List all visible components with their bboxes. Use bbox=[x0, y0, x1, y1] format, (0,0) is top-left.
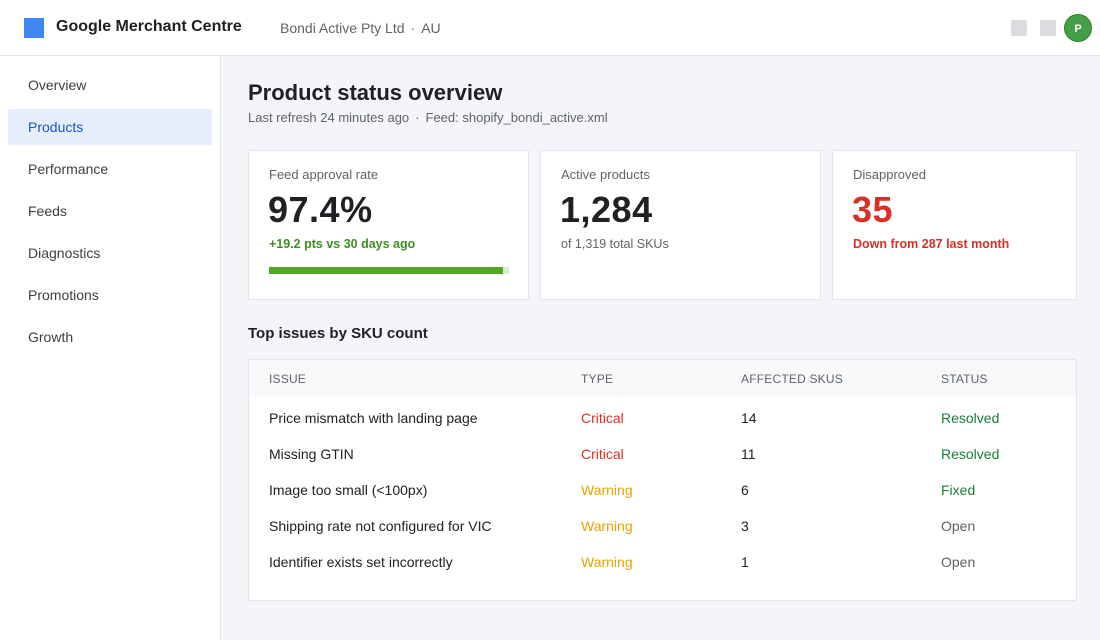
issue-type: Warning bbox=[581, 554, 633, 570]
active-products-card: Active products 1,284 of 1,319 total SKU… bbox=[540, 150, 821, 300]
column-header-issue[interactable]: ISSUE bbox=[269, 372, 307, 386]
issue-status: Open bbox=[941, 518, 976, 534]
table-row[interactable]: Identifier exists set incorrectly Warnin… bbox=[249, 543, 1076, 579]
issue-name: Missing GTIN bbox=[269, 446, 354, 462]
top-bar: Google Merchant Centre Bondi Active Pty … bbox=[0, 0, 1100, 56]
section-title: Top issues by SKU count bbox=[248, 325, 428, 342]
sidebar: Overview Products Performance Feeds Diag… bbox=[0, 56, 221, 640]
card-label: Disapproved bbox=[853, 167, 926, 182]
sidebar-item-feeds[interactable]: Feeds bbox=[28, 203, 67, 219]
affected-skus: 6 bbox=[741, 482, 749, 498]
card-trend: Down from 287 last month bbox=[853, 237, 1010, 251]
disapproved-card: Disapproved 35 Down from 287 last month bbox=[832, 150, 1077, 300]
issue-status: Resolved bbox=[941, 446, 1000, 462]
issue-name: Identifier exists set incorrectly bbox=[269, 554, 453, 570]
affected-skus: 3 bbox=[741, 518, 749, 534]
issue-type: Warning bbox=[581, 482, 633, 498]
app-title[interactable]: Google Merchant Centre bbox=[56, 18, 242, 35]
issue-name: Shipping rate not configured for VIC bbox=[269, 518, 492, 534]
approval-progress-fill bbox=[269, 267, 503, 274]
column-header-type[interactable]: TYPE bbox=[581, 372, 614, 386]
issue-status: Resolved bbox=[941, 410, 1000, 426]
sidebar-item-performance[interactable]: Performance bbox=[28, 161, 109, 177]
table-header: ISSUE TYPE AFFECTED SKUS STATUS bbox=[249, 360, 1076, 396]
issues-table: ISSUE TYPE AFFECTED SKUS STATUS Price mi… bbox=[248, 359, 1077, 601]
sidebar-item-products[interactable]: Products bbox=[8, 109, 212, 145]
issue-type: Critical bbox=[581, 410, 624, 426]
card-label: Feed approval rate bbox=[269, 167, 379, 182]
account-separator: · bbox=[410, 20, 416, 36]
card-value: 35 bbox=[852, 189, 894, 230]
avatar[interactable]: P bbox=[1064, 14, 1092, 42]
merchant-centre-logo-icon[interactable] bbox=[24, 18, 44, 38]
column-header-affected-skus[interactable]: AFFECTED SKUS bbox=[741, 372, 843, 386]
last-refresh-text: Last refresh 24 minutes ago bbox=[248, 110, 410, 125]
account-name: Bondi Active Pty Ltd bbox=[280, 20, 405, 36]
issue-type: Critical bbox=[581, 446, 624, 462]
affected-skus: 1 bbox=[741, 554, 749, 570]
sidebar-item-overview[interactable]: Overview bbox=[28, 77, 87, 93]
page-title: Product status overview bbox=[248, 80, 503, 105]
apps-icon[interactable] bbox=[1040, 20, 1056, 36]
column-header-status[interactable]: STATUS bbox=[941, 372, 988, 386]
issue-status: Open bbox=[941, 554, 976, 570]
affected-skus: 14 bbox=[741, 410, 757, 426]
card-note: of 1,319 total SKUs bbox=[561, 237, 669, 251]
affected-skus: 11 bbox=[741, 446, 756, 462]
card-label: Active products bbox=[561, 167, 650, 182]
subtitle-separator: · bbox=[415, 110, 420, 125]
account-switcher[interactable]: Bondi Active Pty Ltd · AU bbox=[280, 20, 441, 36]
issue-name: Price mismatch with landing page bbox=[269, 410, 478, 426]
sidebar-item-growth[interactable]: Growth bbox=[28, 329, 74, 345]
table-row[interactable]: Price mismatch with landing page Critica… bbox=[249, 399, 1076, 435]
table-row[interactable]: Image too small (<100px) Warning 6 Fixed bbox=[249, 471, 1076, 507]
help-icon[interactable] bbox=[1011, 20, 1027, 36]
issue-name: Image too small (<100px) bbox=[269, 482, 428, 498]
feed-name-text: Feed: shopify_bondi_active.xml bbox=[425, 110, 608, 125]
page-subtitle: Last refresh 24 minutes ago · Feed: shopif… bbox=[248, 110, 608, 125]
table-row[interactable]: Shipping rate not configured for VIC War… bbox=[249, 507, 1076, 543]
card-trend: +19.2 pts vs 30 days ago bbox=[269, 237, 416, 251]
issue-status: Fixed bbox=[941, 482, 976, 498]
sidebar-item-diagnostics[interactable]: Diagnostics bbox=[28, 245, 101, 261]
card-value: 1,284 bbox=[560, 189, 653, 230]
sidebar-item-promotions[interactable]: Promotions bbox=[28, 287, 99, 303]
feed-approval-card: Feed approval rate 97.4% +19.2 pts vs 30… bbox=[248, 150, 529, 300]
issue-type: Warning bbox=[581, 518, 633, 534]
card-value: 97.4% bbox=[268, 189, 373, 230]
account-country: AU bbox=[421, 20, 441, 36]
approval-progress-bar bbox=[269, 267, 509, 274]
table-row[interactable]: Missing GTIN Critical 11 Resolved bbox=[249, 435, 1076, 471]
